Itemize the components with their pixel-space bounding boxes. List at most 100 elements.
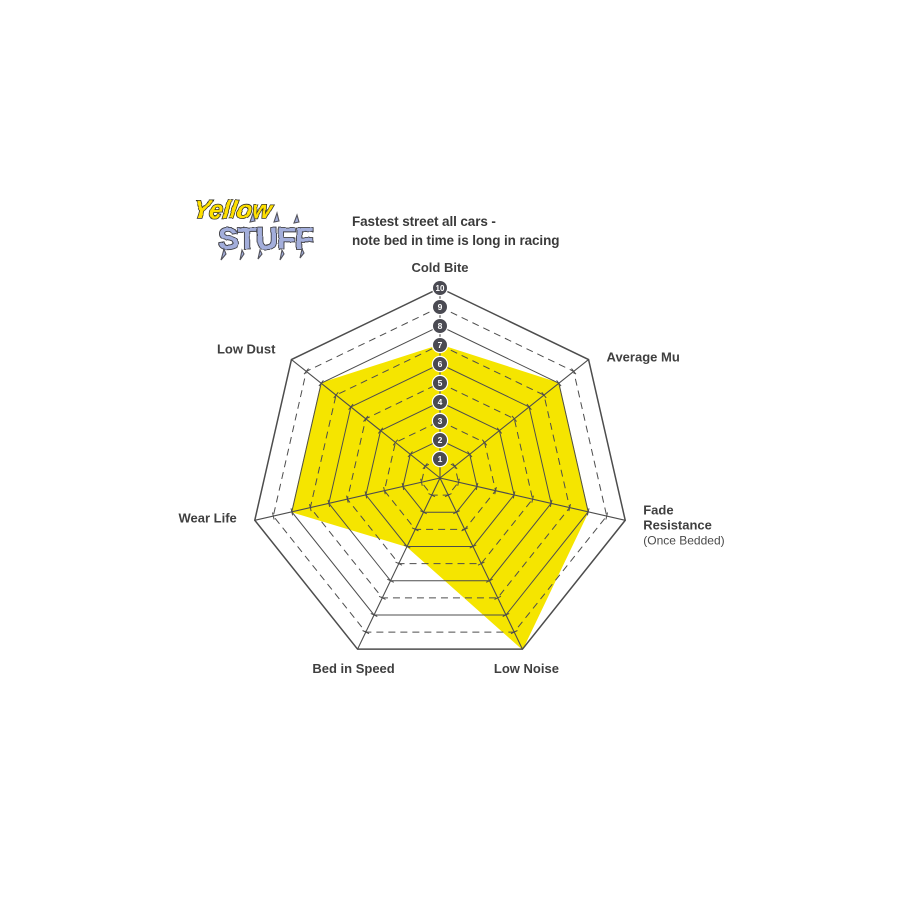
- radar-axis-tick-1-4: [496, 427, 503, 434]
- radar-axis-tick-3-9: [510, 630, 518, 635]
- scale-badge-bg: [431, 317, 449, 335]
- scale-badge-5: 5: [431, 374, 449, 392]
- radar-axis-tick-5-4: [364, 491, 368, 499]
- radar-axis-tick-2-6: [549, 499, 553, 507]
- axis-label-line: Low Dust: [217, 342, 276, 357]
- scale-badge-2: 2: [431, 431, 449, 449]
- tagline-line-1: Fastest street all cars -: [352, 214, 496, 229]
- radar-axis-tick-2-8: [586, 508, 590, 516]
- radar-axis-tick-1-1: [452, 463, 458, 470]
- axis-label-line: (Once Bedded): [643, 533, 724, 547]
- radar-grid-ring-5: [346, 382, 534, 565]
- radar-axis-tick-3-7: [494, 595, 502, 600]
- radar-grid-ring-8: [291, 325, 589, 616]
- scale-badge-label: 3: [438, 416, 443, 426]
- radar-axis-tick-5-7: [309, 503, 312, 512]
- radar-axis-tick-1-2: [467, 451, 473, 458]
- yellowstuff-logo-svg: Yellow STUFF: [191, 195, 315, 261]
- axis-label-cold-bite: Cold Bite: [411, 260, 468, 275]
- axis-label-line: Low Noise: [494, 661, 559, 676]
- logo-text-stuff: STUFF: [218, 221, 313, 256]
- radar-axis-tick-6-7: [333, 391, 339, 399]
- scale-badge-label: 7: [438, 340, 443, 350]
- scale-badge-bg: [431, 412, 449, 430]
- scale-badge-bg: [431, 279, 449, 297]
- scale-badge-1: 1: [431, 450, 449, 468]
- radar-axis-tick-6-9: [303, 368, 309, 375]
- axis-label-low-dust: Low Dust: [217, 342, 276, 357]
- scale-badge-label: 10: [436, 284, 445, 293]
- scale-badge-bg: [431, 374, 449, 392]
- radar-grid: [253, 287, 627, 650]
- radar-axis-tick-3-6: [486, 578, 493, 583]
- scale-badge-label: 8: [438, 321, 443, 331]
- radar-axis-tick-6-6: [348, 403, 354, 411]
- radar-axis-tick-5-6: [327, 499, 331, 507]
- radar-axis-tick-2-7: [568, 503, 571, 512]
- axis-label-line: Fade: [643, 502, 673, 517]
- logo-word-stuff: STUFF: [217, 220, 315, 257]
- radar-axis-tick-2-4: [512, 491, 516, 499]
- radar-axis-tick-6-8: [318, 380, 324, 387]
- scale-badge-10: 10: [431, 279, 449, 297]
- axis-label-line: Cold Bite: [411, 260, 468, 275]
- radar-axis-tick-5-5: [346, 495, 349, 503]
- radar-grid-ring-10: [253, 287, 627, 650]
- radar-axis-tick-1-5: [511, 415, 517, 422]
- tagline: Fastest street all cars - note bed in ti…: [352, 212, 692, 250]
- radar-axis-tick-2-2: [475, 482, 479, 491]
- scale-badge-bg: [431, 431, 449, 449]
- scale-badge-label: 4: [438, 397, 443, 407]
- radar-axis-tick-3-8: [502, 612, 510, 617]
- scale-badge-8: 8: [431, 317, 449, 335]
- radar-axis-tick-3-1: [444, 493, 452, 498]
- radar-axis-tick-4-4: [403, 544, 411, 549]
- axis-label-low-noise: Low Noise: [494, 661, 559, 676]
- scale-badge-bg: [431, 336, 449, 354]
- logo-text-yellow: Yellow: [192, 196, 276, 224]
- radar-axis-tick-4-7: [378, 595, 386, 600]
- radar-axis-tick-4-3: [411, 527, 419, 532]
- radar-axis-tick-6-2: [407, 451, 413, 458]
- scale-badge-bg: [431, 355, 449, 373]
- radar-axis-tick-4-8: [370, 612, 378, 617]
- radar-axis-tick-2-9: [605, 512, 608, 520]
- logo-word-yellow: Yellow: [191, 195, 276, 224]
- radar-axis-tick-3-2: [453, 510, 460, 515]
- radar-axis-tick-5-8: [290, 508, 294, 516]
- radar-grid-ring-3: [383, 420, 497, 530]
- radar-axis-tick-4-2: [420, 510, 427, 515]
- radar-axis-tick-6-1: [422, 463, 428, 470]
- scale-badge-4: 4: [431, 393, 449, 411]
- radar-axis-tick-6-4: [377, 427, 384, 434]
- scale-badge-label: 6: [438, 359, 443, 369]
- scale-badge-label: 1: [438, 454, 443, 464]
- radar-axis-tick-1-3: [481, 439, 488, 446]
- tagline-line-2: note bed in time is long in racing: [352, 233, 560, 248]
- radar-axis-tick-2-3: [494, 487, 497, 495]
- scale-badge-bg: [431, 298, 449, 316]
- radar-axis-tick-6-5: [363, 415, 369, 422]
- radar-axis-tick-5-3: [383, 487, 386, 495]
- radar-axis-tick-5-2: [401, 482, 405, 491]
- scale-badge-3: 3: [431, 412, 449, 430]
- radar-axis-tick-5-1: [420, 478, 423, 486]
- radar-grid-ring-4: [365, 401, 515, 547]
- radar-grid-ring-6: [328, 363, 552, 582]
- radar-axis-tick-1-8: [556, 380, 562, 387]
- radar-axis-tick-6-3: [392, 439, 399, 446]
- scale-badge-9: 9: [431, 298, 449, 316]
- axis-label-line: Wear Life: [178, 510, 236, 525]
- scale-badge-6: 6: [431, 355, 449, 373]
- radar-axis-tick-1-9: [571, 368, 577, 375]
- radar-axis-tick-3-5: [477, 561, 485, 566]
- radar-axis-tick-4-5: [395, 561, 403, 566]
- radar-axis-tick-1-6: [526, 403, 532, 411]
- scale-badge-label: 2: [438, 435, 443, 445]
- radar-axis-tick-3-3: [461, 527, 469, 532]
- scale-badge-label: 9: [438, 302, 443, 312]
